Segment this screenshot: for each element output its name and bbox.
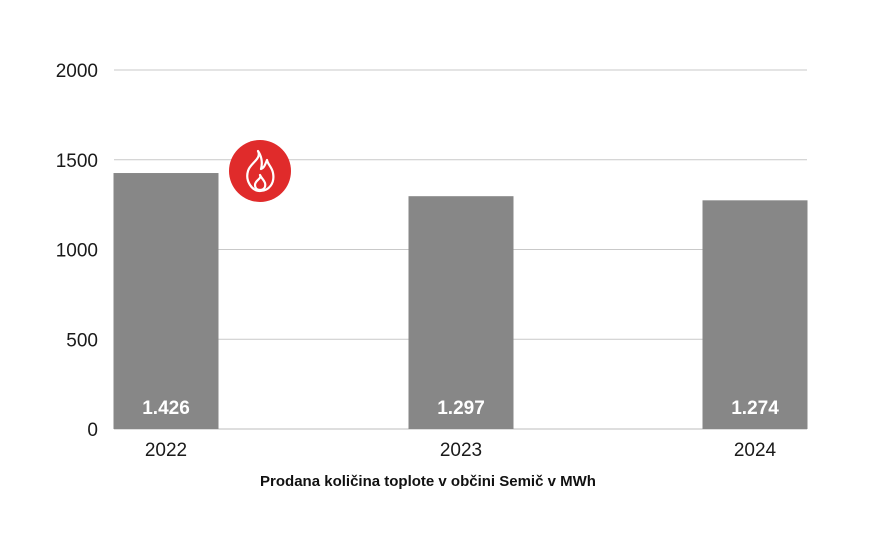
bars: [113, 173, 808, 429]
x-category-label: 2022: [145, 440, 187, 461]
flame-icon: [246, 149, 275, 193]
flame-badge: [229, 140, 291, 202]
bar: [702, 200, 808, 429]
data-label: 1.274: [731, 398, 779, 419]
y-axis-ticks: 0 500 1000 1500 2000: [56, 61, 98, 441]
y-tick-label: 500: [66, 330, 98, 351]
bar: [113, 173, 219, 429]
badge-circle: [229, 140, 291, 202]
y-tick-label: 1500: [56, 151, 98, 172]
data-labels: 1.426 1.297 1.274: [142, 398, 779, 419]
x-axis-title: Prodana količina toplote v občini Semič …: [260, 473, 596, 490]
data-label: 1.426: [142, 398, 190, 419]
y-tick-label: 1000: [56, 241, 98, 262]
y-tick-label: 0: [87, 420, 98, 441]
y-tick-label: 2000: [56, 61, 98, 82]
data-label: 1.297: [437, 398, 485, 419]
flame-outer: [246, 149, 275, 193]
x-axis-categories: 2022 2023 2024: [145, 440, 777, 461]
x-category-label: 2024: [734, 440, 777, 461]
x-category-label: 2023: [440, 440, 482, 461]
bar: [408, 196, 514, 429]
flame-inner: [253, 173, 267, 192]
